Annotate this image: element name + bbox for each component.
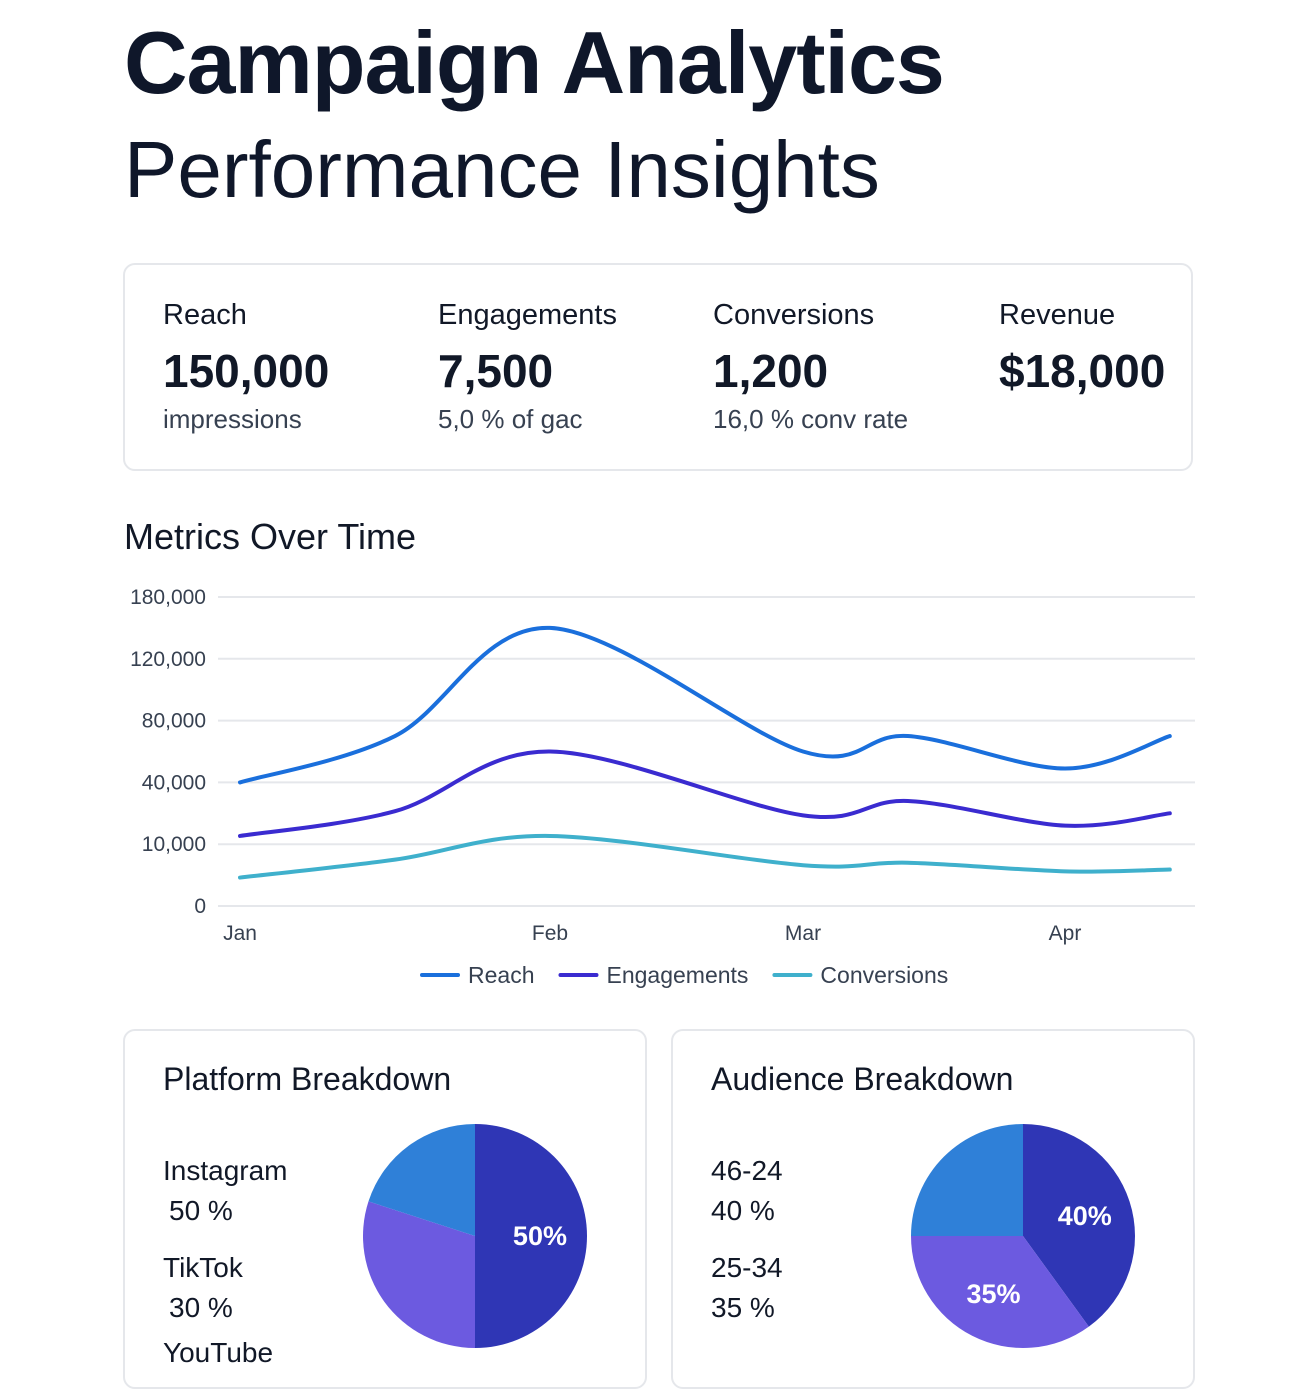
y-tick-label: 180,000	[130, 586, 206, 609]
legend-label: 46-24	[711, 1155, 783, 1186]
kpi-conversions: Conversions 1,200 16,0 % conv rate	[713, 299, 908, 435]
legend-label: 25-34	[711, 1252, 783, 1283]
kpi-revenue: Revenue $18,000	[999, 299, 1165, 398]
legend-label: Engagements	[606, 962, 748, 988]
kpi-reach: Reach 150,000 impressions	[163, 299, 329, 435]
series-line-reach	[238, 625, 1172, 785]
slice-label: 35%	[966, 1279, 1020, 1309]
kpi-value: 1,200	[713, 345, 829, 397]
card-title: Platform Breakdown	[163, 1061, 452, 1097]
y-tick-label: 120,000	[130, 648, 206, 671]
kpi-sub: 5,0 % of gac	[438, 404, 583, 434]
x-tick-label: Jan	[223, 922, 257, 945]
pie-slice	[363, 1201, 475, 1348]
legend-label: TikTok	[163, 1252, 243, 1283]
audience-card: Audience Breakdown 46-24 40 % 25-34 35 %…	[671, 1029, 1195, 1389]
kpi-sub: 16,0 % conv rate	[713, 404, 909, 434]
kpi-value: $18,000	[999, 345, 1166, 397]
section-title: Metrics Over Time	[124, 516, 417, 557]
pie-slice	[911, 1124, 1023, 1236]
y-tick-label: 10,000	[142, 833, 206, 856]
card-title: Audience Breakdown	[711, 1061, 1014, 1097]
pie-slice	[1023, 1124, 1135, 1327]
kpi-engagements: Engagements 7,500 5,0 % of gac	[438, 299, 617, 435]
legend-label: YouTube	[163, 1337, 274, 1368]
y-tick-label: 80,000	[142, 710, 206, 733]
platform-card: Platform Breakdown Instagram 50 % TikTok…	[123, 1029, 647, 1389]
legend-label: Instagram	[163, 1155, 288, 1186]
legend-label: Reach	[468, 962, 534, 988]
line-chart: 0 10,000 40,000 80,000 120,000 180,000 Jan Feb M…	[130, 586, 1195, 988]
pie-slice	[368, 1124, 475, 1236]
page-title: Campaign Analytics	[124, 13, 945, 112]
kpi-label: Engagements	[438, 299, 617, 331]
kpi-sub: impressions	[163, 404, 302, 434]
kpi-label: Reach	[163, 299, 247, 331]
platform-pie: 50%	[363, 1124, 587, 1348]
series-line-engagements	[238, 749, 1172, 838]
slice-label: 50%	[513, 1221, 567, 1251]
x-tick-label: Mar	[785, 922, 821, 945]
pie-slice	[911, 1236, 1089, 1348]
audience-pie: 40% 35%	[911, 1124, 1135, 1348]
legend-value: 35 %	[711, 1292, 775, 1323]
kpi-value: 150,000	[163, 345, 330, 397]
legend-value: 30 %	[169, 1292, 233, 1323]
y-tick-label: 0	[194, 895, 206, 918]
series-line-conversions	[238, 833, 1172, 880]
legend-value: 40 %	[711, 1195, 775, 1226]
x-tick-label: Apr	[1049, 922, 1082, 945]
slice-label: 40%	[1058, 1201, 1112, 1231]
page-subtitle: Performance Insights	[124, 125, 880, 214]
pie-slice	[475, 1124, 587, 1348]
kpi-value: 7,500	[438, 345, 554, 397]
legend-label: Conversions	[820, 962, 948, 988]
legend-value: 50 %	[169, 1195, 233, 1226]
kpi-label: Revenue	[999, 299, 1116, 331]
kpi-label: Conversions	[713, 299, 875, 331]
x-tick-label: Feb	[532, 922, 568, 945]
y-tick-label: 40,000	[142, 771, 206, 794]
kpi-card: Reach 150,000 impressions Engagements 7,…	[123, 263, 1193, 471]
